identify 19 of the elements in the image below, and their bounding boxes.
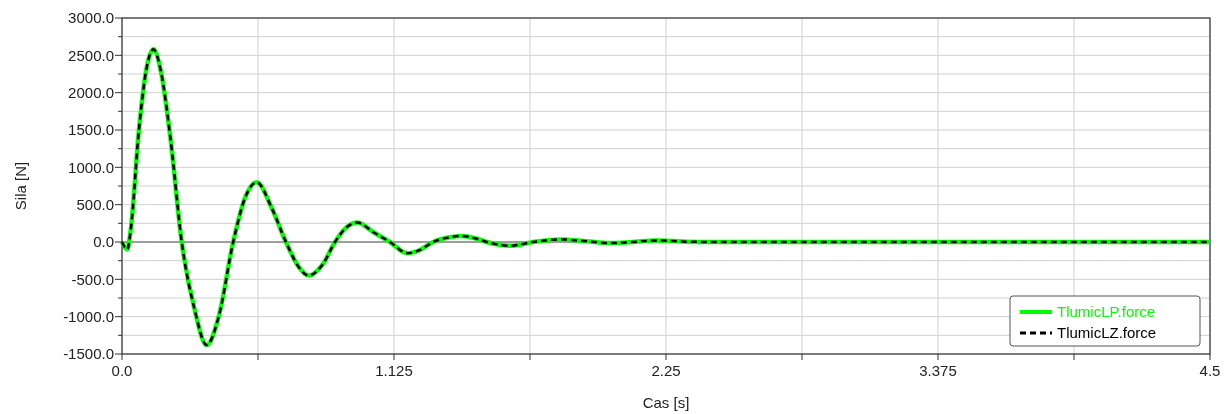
y-tick-label: 500.0 — [76, 195, 114, 213]
y-tick-label: 0.0 — [93, 233, 114, 251]
y-tick-label: 2000.0 — [68, 83, 114, 101]
x-tick-label: 1.125 — [375, 362, 413, 379]
y-tick-label: 3000.0 — [68, 9, 114, 27]
x-tick-label: 2.25 — [651, 362, 681, 379]
y-axis-title: Sila [N] — [12, 161, 29, 211]
y-tick-label: 1500.0 — [68, 121, 114, 139]
y-tick-label: 2500.0 — [68, 46, 114, 64]
y-tick-label: -1500.0 — [63, 345, 114, 363]
x-axis-title: Cas [s] — [642, 394, 690, 411]
legend-label: TlumicLP.force — [1057, 303, 1156, 321]
y-tick-label: -500.0 — [71, 270, 114, 288]
y-tick-label: 1000.0 — [68, 158, 114, 176]
x-tick-label: 0.0 — [111, 362, 133, 379]
legend-label: TlumicLZ.force — [1057, 324, 1157, 342]
y-tick-label: -1000.0 — [63, 307, 114, 325]
x-tick-label: 3.375 — [919, 362, 957, 379]
x-tick-label: 4.5 — [1199, 362, 1221, 379]
